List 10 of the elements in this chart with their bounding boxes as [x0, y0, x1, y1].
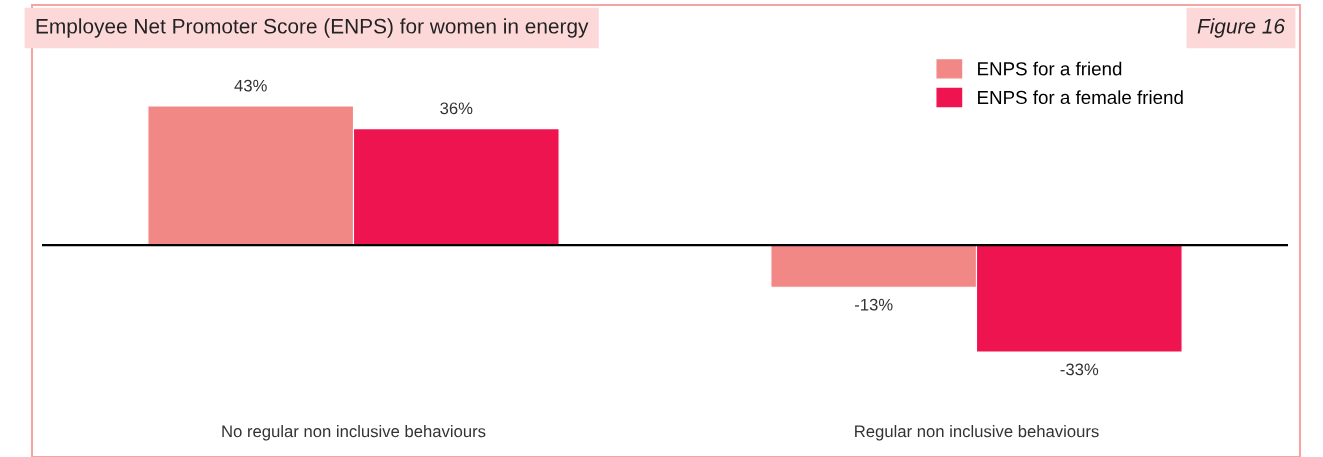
- legend-label: ENPS for a friend: [978, 61, 1122, 76]
- legend-label: ENPS for a female friend: [978, 90, 1183, 105]
- x-tick-label: Regular non inclusive behaviours: [855, 425, 1099, 441]
- data-label: 43%: [234, 79, 267, 92]
- x-tick-label: No regular non inclusive behaviours: [222, 425, 486, 441]
- data-label: 36%: [440, 102, 473, 115]
- chart-title: Employee Net Promoter Score (ENPS) for women in energy: [36, 18, 589, 38]
- data-label: -13%: [854, 298, 893, 311]
- data-label: -33%: [1060, 363, 1099, 376]
- caption: Figure 16: [1197, 18, 1286, 38]
